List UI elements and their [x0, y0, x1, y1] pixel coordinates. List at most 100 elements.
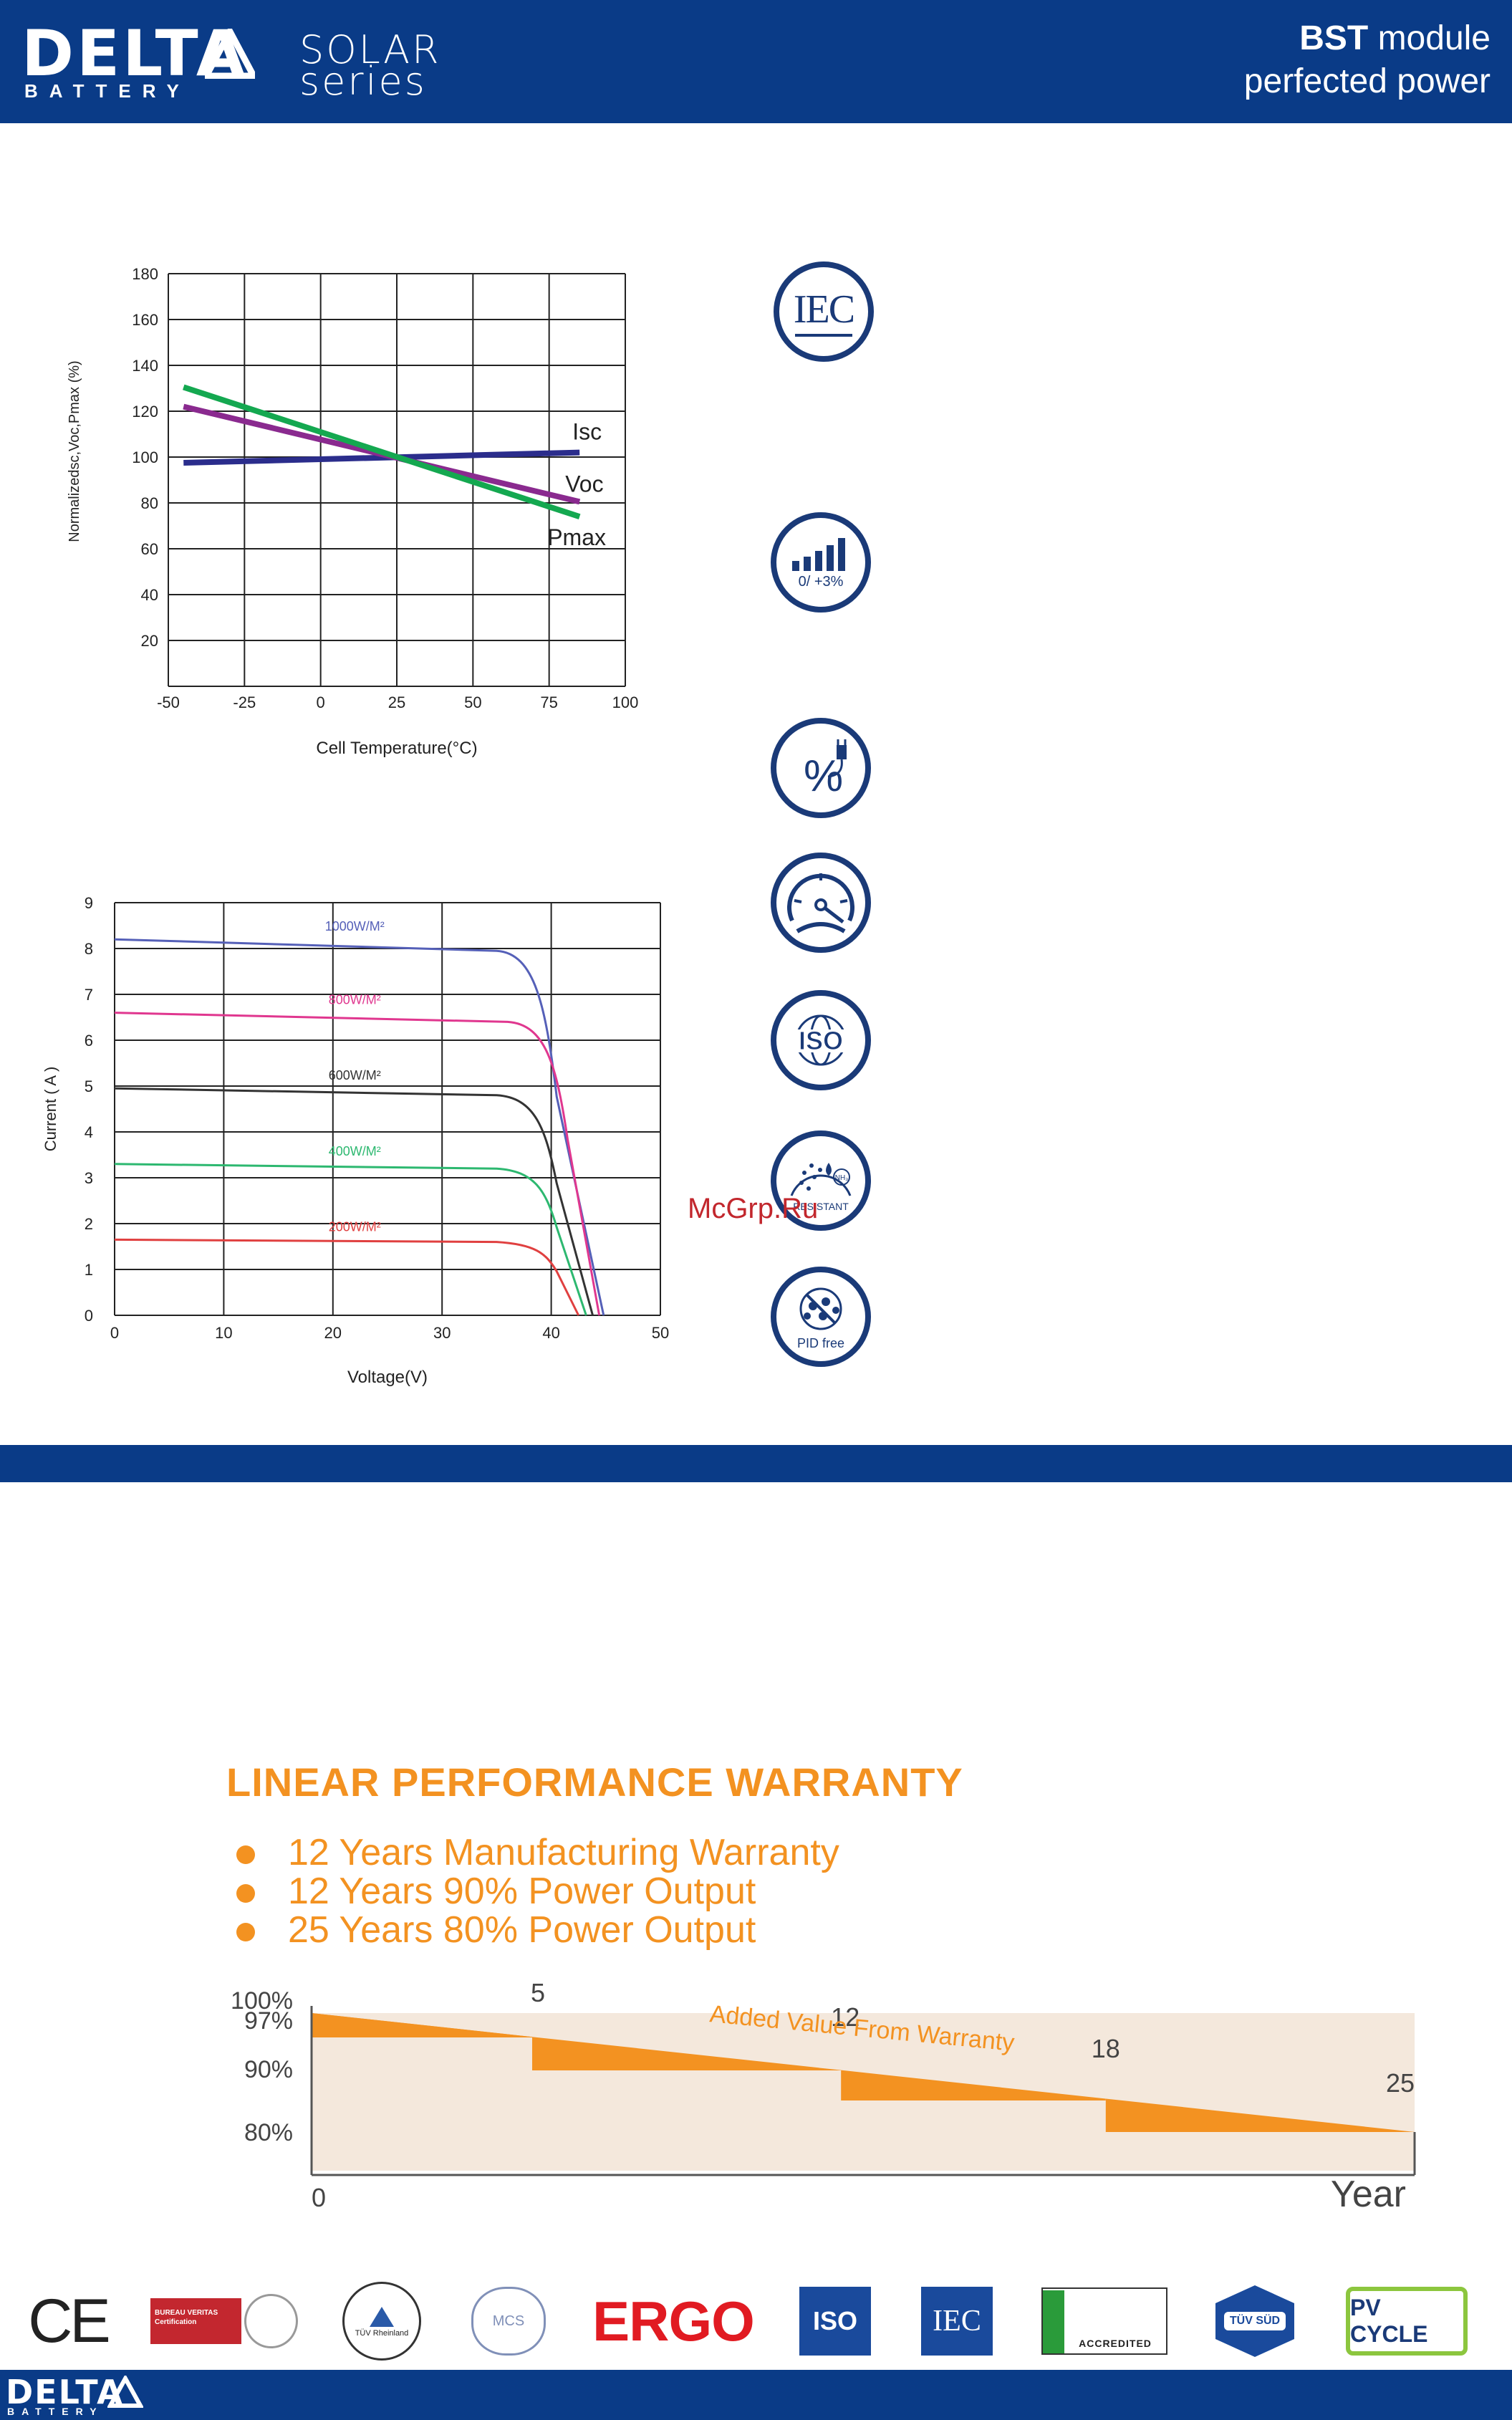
- resistant-icon: NH₃ RESISTANT: [771, 1130, 871, 1231]
- warranty-item: 12 Years 90% Power Output: [236, 1870, 756, 1913]
- svg-text:%: %: [804, 752, 843, 801]
- series-label-pmax: Pmax: [547, 524, 606, 550]
- warranty-item: 12 Years Manufacturing Warranty: [236, 1831, 839, 1874]
- y-axis-label: Normalizedsc,Voc,Pmax (%): [67, 360, 82, 542]
- series-line-pmax: [183, 384, 581, 520]
- bureau-veritas-logo: BUREAU VERITAS Certification: [150, 2285, 298, 2357]
- mcs-logo: MCS: [471, 2285, 546, 2357]
- footer-logo: DELTA: [6, 2373, 124, 2411]
- iso-icon: ISO: [771, 990, 871, 1090]
- tuv-sud-logo: TÜV SÜD: [1210, 2285, 1299, 2357]
- series-line-isc: [183, 449, 580, 466]
- y-tick-label: 40: [141, 586, 158, 604]
- header-bar: [0, 0, 1512, 123]
- x-tick-label: 20: [324, 1324, 342, 1342]
- iec-cert-logo: IEC: [920, 2285, 994, 2357]
- y-tick-label: 90%: [244, 2056, 293, 2083]
- x-tick-label: 18: [1092, 2034, 1120, 2063]
- x-tick-label: 30: [433, 1324, 451, 1342]
- x-tick-label: 0: [312, 2183, 326, 2212]
- iv-curve: [114, 1012, 601, 1316]
- footer-band: [0, 2370, 1512, 2420]
- y-tick-label: 5: [85, 1077, 93, 1095]
- iso-cert-logo: ISO: [798, 2285, 872, 2357]
- y-tick-label: 120: [132, 403, 158, 421]
- watermark: McGrp.Ru: [688, 1193, 819, 1224]
- iso-icon-text: ISO: [799, 1026, 843, 1055]
- warranty-step-first: [312, 2013, 532, 2037]
- clean-energy-council-logo: ACCREDITED: [1040, 2285, 1169, 2357]
- series-name-line2: series: [299, 59, 427, 104]
- x-tick-label: 50: [464, 693, 481, 711]
- pid-free-label: PID free: [797, 1336, 844, 1350]
- tagline-line2: perfected power: [1243, 62, 1491, 100]
- warranty-step-bar: [532, 2037, 842, 2070]
- x-axis-label: Year: [1331, 2174, 1406, 2215]
- y-tick-label: 80: [141, 494, 158, 512]
- y-tick-label: 7: [85, 986, 93, 1004]
- x-tick-label: 25: [388, 693, 405, 711]
- iv-curve: [114, 1087, 594, 1316]
- temperature-chart: -50 -25 0 25 50 75 100 20 40 60 80 100 120 140 160 180 C…: [67, 265, 639, 758]
- iv-curve-chart: 0 10 20 30 40 50 0 1 2 3 4 5 6 7 8 9 Voltage(V) Current (…: [42, 894, 669, 1387]
- pid-free-icon: PID free: [771, 1267, 871, 1367]
- ce-logo: CE: [28, 2286, 110, 2356]
- series-name-line1: SOLAR: [299, 27, 441, 72]
- y-tick-label: 8: [85, 940, 93, 958]
- y-tick-label: 20: [141, 632, 158, 650]
- y-tick-label: 160: [132, 311, 158, 329]
- pv-cycle-logo: PV CYCLE: [1344, 2285, 1470, 2357]
- series-label-isc: Isc: [572, 419, 602, 445]
- warranty-step-bar: [841, 2070, 1106, 2100]
- y-tick-label: 60: [141, 540, 158, 558]
- x-tick-label: 40: [542, 1324, 559, 1342]
- resistant-label: RESISTANT: [793, 1201, 849, 1212]
- y-axis-label: Current ( A ): [42, 1067, 59, 1152]
- y-tick-label: 1: [85, 1261, 93, 1279]
- iv-curve-label: 1000W/M²: [325, 919, 385, 933]
- y-tick-label: 0: [85, 1307, 93, 1325]
- logo-triangle-icon: [201, 24, 259, 80]
- tagline-line1: BST module: [1299, 19, 1491, 57]
- y-tick-label: 4: [85, 1123, 93, 1141]
- x-tick-label: 25: [1386, 2068, 1415, 2098]
- y-tick-label: 180: [132, 265, 158, 283]
- power-tolerance-icon: 0/ +3%: [771, 512, 871, 613]
- gauge-icon: [771, 853, 871, 953]
- iv-curve-label: 200W/M²: [329, 1219, 381, 1234]
- brand-logo-sub: BATTERY: [24, 80, 191, 102]
- x-tick-label: -25: [233, 693, 256, 711]
- x-tick-label: 0: [317, 693, 325, 711]
- y-tick-label: 6: [85, 1032, 93, 1050]
- ergo-logo: ERGO: [592, 2289, 755, 2353]
- x-tick-label: 5: [531, 1978, 545, 2007]
- y-tick-label: 2: [85, 1215, 93, 1233]
- iv-curve-label: 800W/M²: [329, 993, 381, 1007]
- x-axis-label: Cell Temperature(°C): [316, 739, 477, 758]
- warranty-item: 25 Years 80% Power Output: [236, 1908, 756, 1951]
- y-tick-label: 3: [85, 1169, 93, 1187]
- section-divider-band: [0, 1445, 1512, 1482]
- y-tick-label: 97%: [244, 2007, 293, 2035]
- x-tick-label: 50: [652, 1324, 669, 1342]
- x-tick-label: 75: [540, 693, 557, 711]
- x-axis-label: Voltage(V): [347, 1368, 428, 1387]
- warranty-title: LINEAR PERFORMANCE WARRANTY: [226, 1759, 963, 1805]
- efficiency-percent-icon: %: [771, 718, 871, 818]
- y-tick-label: 100: [132, 448, 158, 466]
- x-tick-label: 0: [110, 1324, 119, 1342]
- iv-curve-label: 600W/M²: [329, 1068, 381, 1082]
- nh3-label: NH₃: [835, 1174, 849, 1182]
- footer-logo-sub: BATTERY: [7, 2406, 104, 2417]
- y-tick-label: 140: [132, 357, 158, 375]
- series-label-voc: Voc: [565, 471, 603, 496]
- footer-logo-triangle-icon: [106, 2373, 145, 2409]
- y-tick-label: 9: [85, 894, 93, 912]
- y-tick-label: 100%: [231, 1987, 293, 2015]
- iec-icon: IEC: [774, 261, 874, 362]
- x-tick-label: 10: [215, 1324, 232, 1342]
- x-tick-label: -50: [157, 693, 180, 711]
- x-tick-label: 12: [831, 2002, 859, 2032]
- x-tick-label: 100: [612, 693, 639, 711]
